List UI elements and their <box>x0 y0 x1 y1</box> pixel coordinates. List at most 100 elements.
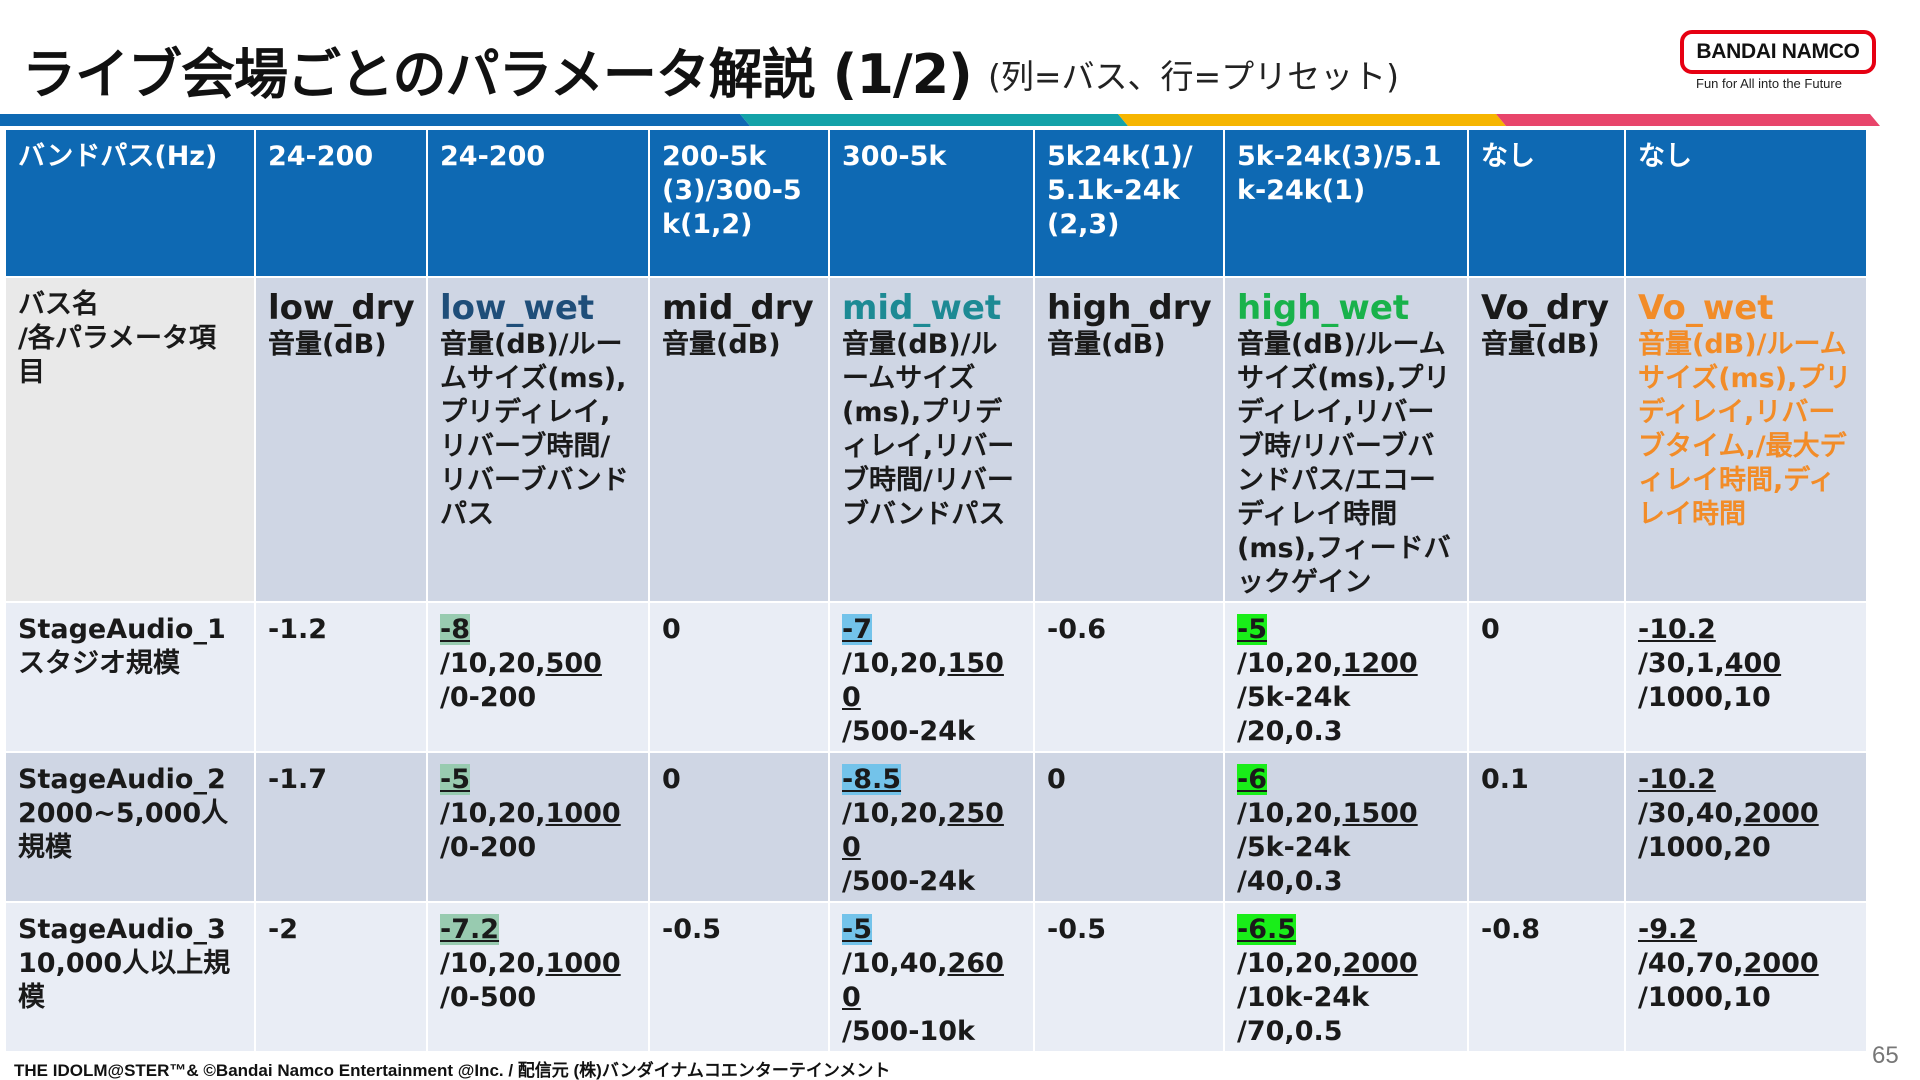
reverb-time: 2600 <box>842 948 1004 1013</box>
echo-params: /70,0.5 <box>1237 1016 1343 1047</box>
value-high-dry: -0.6 <box>1033 601 1225 753</box>
volume-highlight: -8.5 <box>842 764 902 795</box>
volume-value: -10.2 <box>1638 764 1716 795</box>
value-mid-dry: 0 <box>648 601 830 753</box>
reverb-bandpass: /10k-24k <box>1237 982 1370 1013</box>
reverb-time: 1500 <box>1342 798 1418 829</box>
bandpass-header-row: バンドパス(Hz) 24-200 24-200 200-5k(3)/300-5k… <box>4 128 1868 278</box>
reverb-params: /10,20, <box>1237 948 1343 979</box>
reverb-bandpass: /0-500 <box>440 982 537 1013</box>
preset-row-stageaudio-3: StageAudio_3 10,000人以上規模 -2 -7.2 /10,20,… <box>4 901 1868 1053</box>
slide-title: ライブ会場ごとのパラメータ解説 (1/2) <box>22 43 973 106</box>
reverb-time: 400 <box>1724 648 1782 679</box>
parameter-table: バンドパス(Hz) 24-200 24-200 200-5k(3)/300-5k… <box>4 128 1868 1053</box>
preset-name: StageAudio_3 <box>18 914 226 945</box>
preset-label-cell: StageAudio_1 スタジオ規模 <box>4 601 256 753</box>
reverb-time: 1500 <box>842 648 1004 713</box>
value-vo-dry: 0.1 <box>1467 751 1626 903</box>
echo-params: /40,0.3 <box>1237 866 1343 897</box>
value-vo-wet: -10.2 /30,1,400 /1000,10 <box>1624 601 1868 753</box>
reverb-params: /10,20, <box>440 648 546 679</box>
bus-cell-high-dry: high_dry 音量(dB) <box>1033 276 1225 603</box>
bus-desc-high-dry: 音量(dB) <box>1047 329 1166 360</box>
volume-value: -9.2 <box>1638 914 1698 945</box>
delay-params: /1000,10 <box>1638 982 1771 1013</box>
bus-cell-mid-dry: mid_dry 音量(dB) <box>648 276 830 603</box>
volume-value: -10.2 <box>1638 614 1716 645</box>
value-high-wet: -5 /10,20,1200 /5k-24k /20,0.3 <box>1223 601 1469 753</box>
reverb-bandpass: /0-200 <box>440 682 537 713</box>
header-cell-high-dry: 5k24k(1)/5.1k-24k(2,3) <box>1033 128 1225 278</box>
bus-name-mid-wet: mid_wet <box>842 288 1002 328</box>
header-cell-mid-wet: 300-5k <box>828 128 1035 278</box>
bus-cell-low-wet: low_wet 音量(dB)/ルームサイズ(ms),プリディレイ,リバーブ時間/… <box>426 276 650 603</box>
header-cell-mid-dry: 200-5k(3)/300-5k(1,2) <box>648 128 830 278</box>
value-vo-wet: -9.2 /40,70,2000 /1000,10 <box>1624 901 1868 1053</box>
value-vo-dry: -0.8 <box>1467 901 1626 1053</box>
header-cell-vo-wet: なし <box>1624 128 1868 278</box>
bus-name-low-wet: low_wet <box>440 288 595 328</box>
volume-highlight: -7.2 <box>440 914 500 945</box>
logo-text: BANDAI NAMCO <box>1696 40 1860 63</box>
band-blue <box>0 114 750 126</box>
volume-highlight: -5 <box>842 914 872 945</box>
bus-desc-high-wet: 音量(dB)/ルームサイズ(ms),プリディレイ,リバーブ時/リバーブバンドパス… <box>1237 329 1451 598</box>
reverb-params: /10,20, <box>1237 648 1343 679</box>
reverb-params: /30,1, <box>1638 648 1725 679</box>
reverb-time: 1000 <box>545 798 621 829</box>
bus-cell-vo-dry: Vo_dry 音量(dB) <box>1467 276 1626 603</box>
band-teal <box>740 114 1128 126</box>
preset-label-cell: StageAudio_2 2000~5,000人規模 <box>4 751 256 903</box>
bus-name-high-wet: high_wet <box>1237 288 1410 328</box>
bus-cell-high-wet: high_wet 音量(dB)/ルームサイズ(ms),プリディレイ,リバーブ時/… <box>1223 276 1469 603</box>
reverb-params: /10,20, <box>842 798 948 829</box>
volume-highlight: -6.5 <box>1237 914 1297 945</box>
preset-scale: スタジオ規模 <box>18 648 180 679</box>
bus-desc-mid-dry: 音量(dB) <box>662 329 781 360</box>
bandai-namco-logo: BANDAI NAMCO <box>1680 30 1876 74</box>
volume-highlight: -5 <box>440 764 470 795</box>
reverb-time: 2000 <box>1743 798 1819 829</box>
bus-label-cell: バス名 /各パラメータ項目 <box>4 276 256 603</box>
bus-desc-low-wet: 音量(dB)/ルームサイズ(ms),プリディレイ,リバーブ時間/リバーブバンドパ… <box>440 329 629 530</box>
reverb-bandpass: /5k-24k <box>1237 682 1351 713</box>
header-cell-low-dry: 24-200 <box>254 128 428 278</box>
value-low-dry: -1.2 <box>254 601 428 753</box>
value-mid-dry: 0 <box>648 751 830 903</box>
reverb-params: /10,20, <box>1237 798 1343 829</box>
bus-cell-mid-wet: mid_wet 音量(dB)/ルームサイズ(ms),プリディレイ,リバーブ時間/… <box>828 276 1035 603</box>
value-high-wet: -6 /10,20,1500 /5k-24k /40,0.3 <box>1223 751 1469 903</box>
bus-name-low-dry: low_dry <box>268 288 415 328</box>
preset-row-stageaudio-2: StageAudio_2 2000~5,000人規模 -1.7 -5 /10,2… <box>4 751 1868 903</box>
delay-params: /1000,20 <box>1638 832 1771 863</box>
bus-desc-vo-dry: 音量(dB) <box>1481 329 1600 360</box>
band-yellow <box>1118 114 1506 126</box>
value-low-dry: -1.7 <box>254 751 428 903</box>
bus-desc-vo-wet: 音量(dB)/ルームサイズ(ms),プリディレイ,リバーブタイム,/最大ディレイ… <box>1638 329 1852 530</box>
reverb-bandpass: /5k-24k <box>1237 832 1351 863</box>
reverb-params: /30,40, <box>1638 798 1744 829</box>
preset-scale: 2000~5,000人規模 <box>18 798 229 863</box>
header-cell-high-wet: 5k-24k(3)/5.1k-24k(1) <box>1223 128 1469 278</box>
header-cell-vo-dry: なし <box>1467 128 1626 278</box>
preset-label-cell: StageAudio_3 10,000人以上規模 <box>4 901 256 1053</box>
band-pink <box>1496 114 1880 126</box>
reverb-params: /10,20, <box>842 648 948 679</box>
reverb-time: 500 <box>545 648 602 679</box>
reverb-time: 1200 <box>1342 648 1418 679</box>
value-mid-wet: -7 /10,20,1500 /500-24k <box>828 601 1035 753</box>
value-low-wet: -5 /10,20,1000 /0-200 <box>426 751 650 903</box>
bus-desc-mid-wet: 音量(dB)/ルームサイズ(ms),プリディレイ,リバーブ時間/リバーブバンドパ… <box>842 329 1015 530</box>
bus-cell-vo-wet: Vo_wet 音量(dB)/ルームサイズ(ms),プリディレイ,リバーブタイム,… <box>1624 276 1868 603</box>
value-mid-dry: -0.5 <box>648 901 830 1053</box>
slide-subtitle: (列=バス、行=プリセット) <box>988 57 1400 96</box>
reverb-params: /10,20, <box>440 948 546 979</box>
value-low-wet: -8 /10,20,500 /0-200 <box>426 601 650 753</box>
preset-scale: 10,000人以上規模 <box>18 948 231 1013</box>
header-cell-low-wet: 24-200 <box>426 128 650 278</box>
bus-label-line1: バス名 <box>18 289 99 320</box>
reverb-time: 2000 <box>1743 948 1819 979</box>
page-number: 65 <box>1872 1042 1899 1069</box>
value-high-wet: -6.5 /10,20,2000 /10k-24k /70,0.5 <box>1223 901 1469 1053</box>
value-vo-dry: 0 <box>1467 601 1626 753</box>
